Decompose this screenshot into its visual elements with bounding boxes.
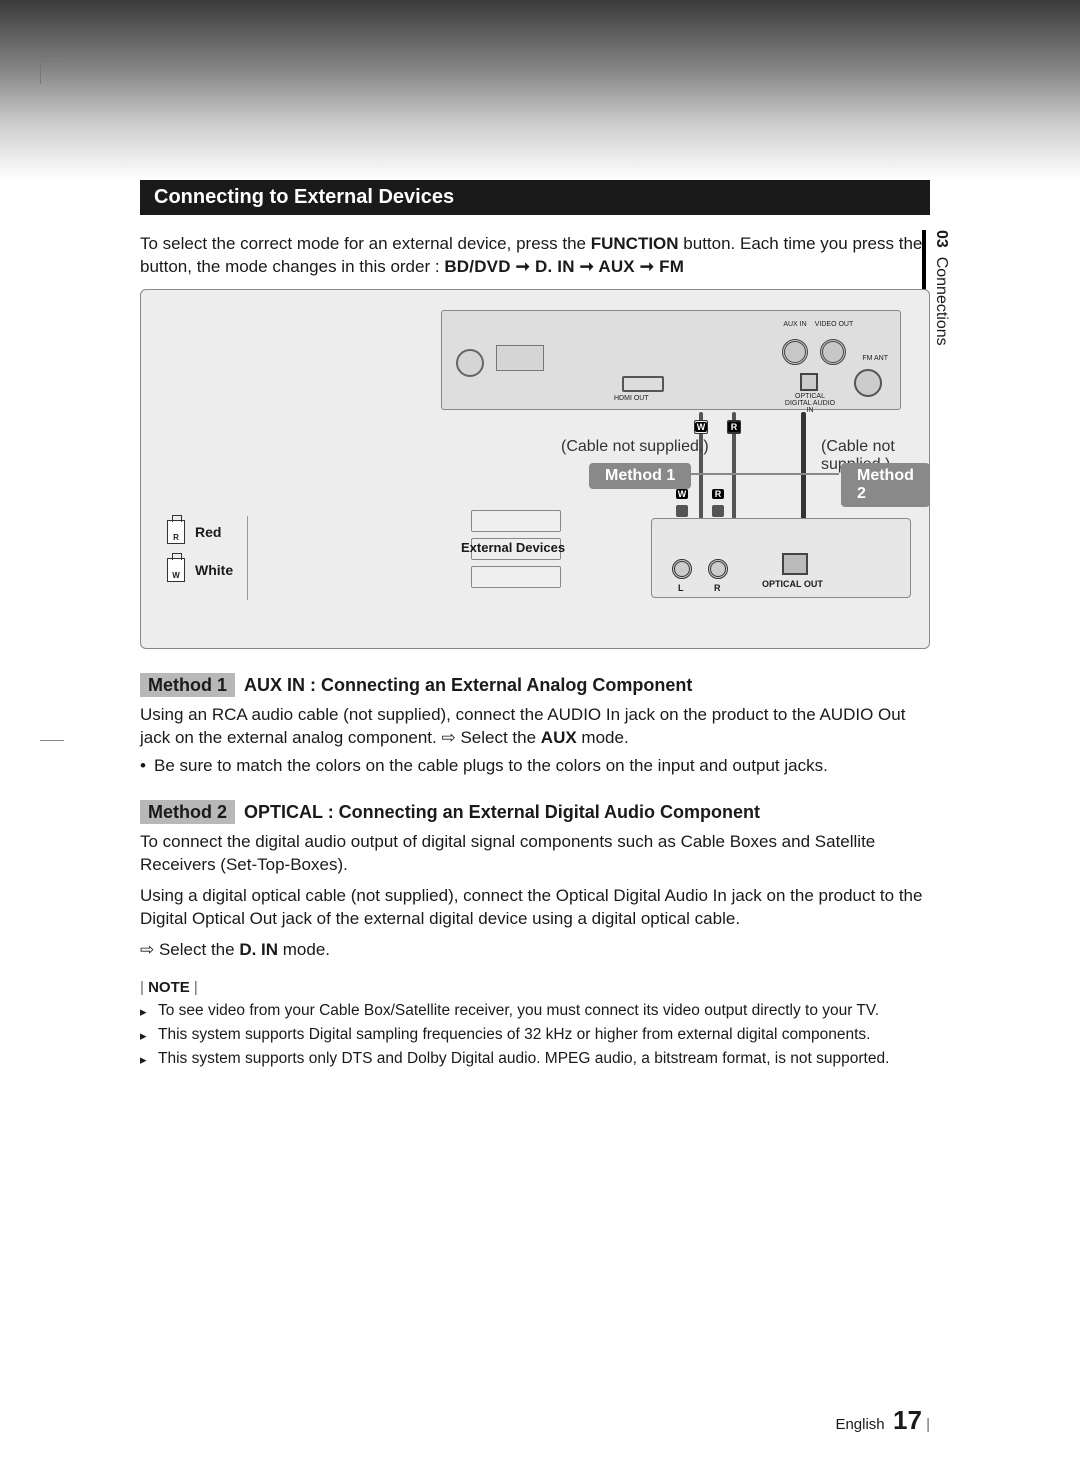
intro-pre: To select the correct mode for an extern… xyxy=(140,234,591,253)
color-legend: R Red W White xyxy=(167,520,233,596)
arrow-icon: ⇨ xyxy=(441,728,455,747)
cable-note-1: (Cable not supplied.) xyxy=(561,438,709,456)
method1-bullet: Be sure to match the colors on the cable… xyxy=(140,756,930,776)
device-unit-icon xyxy=(471,510,561,532)
jack-white-icon: W xyxy=(167,558,185,582)
connection-diagram: HDMI OUT AUX IN VIDEO OUT OPTICAL DIGITA… xyxy=(140,289,930,649)
external-devices-label: External Devices xyxy=(461,540,565,555)
note-label: NOTE xyxy=(148,979,190,996)
legend-white-label: White xyxy=(195,562,233,578)
optical-out-port-icon xyxy=(782,553,808,575)
plug-w-label: W xyxy=(695,422,707,432)
method2-tag: Method 2 xyxy=(140,800,235,824)
aux-in-port-icon xyxy=(782,339,808,365)
top-gradient xyxy=(0,0,1080,180)
method2-p3: ⇨ Select the D. IN mode. xyxy=(140,939,930,962)
jack-r-tag: R xyxy=(168,533,184,542)
m2-text-a: Select the xyxy=(154,940,239,959)
plug-bottom-red-icon xyxy=(712,505,724,517)
crop-mark xyxy=(40,740,64,741)
m2-din-bold: D. IN xyxy=(239,940,278,959)
video-out-port-icon xyxy=(820,339,846,365)
method1-paragraph: Using an RCA audio cable (not supplied),… xyxy=(140,704,930,750)
method2-title: OPTICAL : Connecting an External Digital… xyxy=(244,802,760,822)
note-item: This system supports only DTS and Dolby … xyxy=(140,1050,930,1068)
fm-ant-port-icon xyxy=(854,369,882,397)
method2-chip: Method 2 xyxy=(841,463,930,507)
external-device-ports: W R L R OPTICAL OUT xyxy=(651,518,911,598)
method1-title: AUX IN : Connecting an External Analog C… xyxy=(244,675,692,695)
m1-aux-bold: AUX xyxy=(541,728,577,747)
product-back-panel: HDMI OUT AUX IN VIDEO OUT OPTICAL DIGITA… xyxy=(441,310,901,410)
plug-bottom-r-label: R xyxy=(712,489,724,499)
arrow-icon: ⇨ xyxy=(140,940,154,959)
footer-page-number: 17 xyxy=(893,1405,922,1435)
rca-l-label: L xyxy=(678,583,684,593)
optical-out-label: OPTICAL OUT xyxy=(762,579,823,589)
legend-red-label: Red xyxy=(195,524,221,540)
fm-label: FM ANT xyxy=(862,355,888,362)
rca-left-icon xyxy=(672,559,692,579)
note-item: To see video from your Cable Box/Satelli… xyxy=(140,1002,930,1020)
video-label: VIDEO OUT xyxy=(814,321,854,328)
method2-p2: Using a digital optical cable (not suppl… xyxy=(140,885,930,931)
method2-heading: Method 2 OPTICAL : Connecting an Externa… xyxy=(140,802,930,823)
legend-divider xyxy=(247,516,248,600)
optical-in-port-icon xyxy=(800,373,818,391)
page-content: Connecting to External Devices To select… xyxy=(140,180,930,1436)
method1-heading: Method 1 AUX IN : Connecting an External… xyxy=(140,675,930,696)
rca-right-icon xyxy=(708,559,728,579)
side-tab-num: 03 xyxy=(933,230,950,248)
footer-lang: English xyxy=(835,1416,884,1433)
cable-optical xyxy=(801,412,806,524)
intro-text: To select the correct mode for an extern… xyxy=(140,233,930,279)
plug-bottom-w-label: W xyxy=(676,489,688,499)
jack-w-tag: W xyxy=(168,571,184,580)
note-header: | NOTE | xyxy=(140,979,930,996)
section-title: Connecting to External Devices xyxy=(140,180,930,215)
page-footer: English 17 | xyxy=(0,1405,930,1436)
m1-text-b: Select the xyxy=(456,728,541,747)
jack-red-icon: R xyxy=(167,520,185,544)
method1-tag: Method 1 xyxy=(140,673,235,697)
method2-p1: To connect the digital audio output of d… xyxy=(140,831,930,877)
m2-text-b: mode. xyxy=(278,940,330,959)
speaker-block-icon xyxy=(496,345,544,371)
hdmi-label: HDMI OUT xyxy=(614,395,649,402)
rca-r-label: R xyxy=(714,583,721,593)
hdmi-port-icon xyxy=(622,376,664,392)
device-unit-icon xyxy=(471,566,561,588)
intro-function: FUNCTION xyxy=(591,234,679,253)
note-item: This system supports Digital sampling fr… xyxy=(140,1026,930,1044)
intro-sequence: BD/DVD ➞ D. IN ➞ AUX ➞ FM xyxy=(444,257,684,276)
speaker-port-icon xyxy=(456,349,484,377)
method-connector-line xyxy=(689,473,839,475)
plug-bottom-white-icon xyxy=(676,505,688,517)
side-tab-label: Connections xyxy=(933,257,950,346)
aux-label: AUX IN xyxy=(778,321,812,328)
optical-label: OPTICAL DIGITAL AUDIO IN xyxy=(782,393,838,414)
crop-mark xyxy=(40,60,64,84)
plug-r-label: R xyxy=(728,422,740,432)
m1-text-c: mode. xyxy=(577,728,629,747)
method1-chip: Method 1 xyxy=(589,463,691,489)
